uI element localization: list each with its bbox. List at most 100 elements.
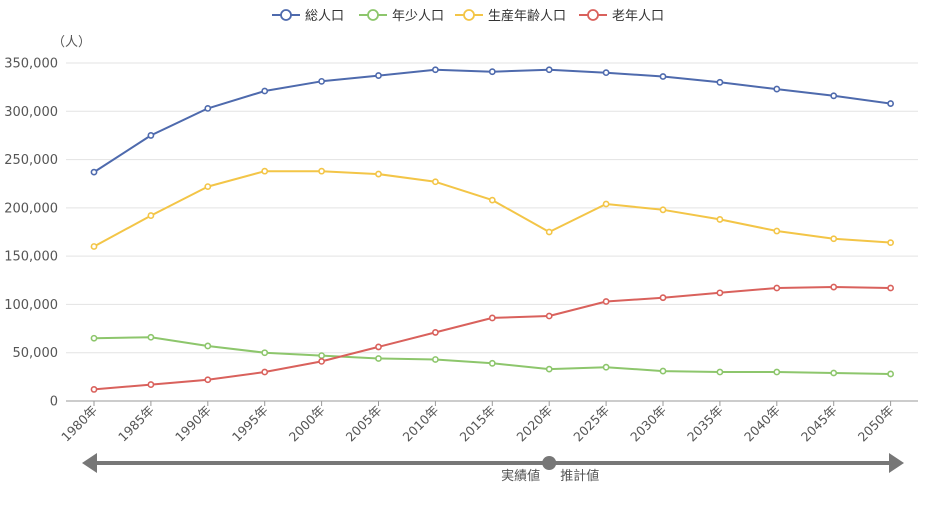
data-point — [602, 298, 610, 305]
data-point — [659, 367, 667, 375]
period-indicator: 実績値 推計値 — [82, 453, 904, 484]
data-point — [147, 212, 155, 219]
y-tick-label: 0 — [50, 395, 58, 410]
data-point — [90, 243, 98, 250]
data-point — [545, 228, 553, 236]
x-tick-label: 1990年 — [172, 403, 214, 445]
data-point — [261, 368, 269, 376]
data-point — [488, 359, 496, 367]
data-point — [716, 78, 724, 86]
legend-swatch-marker — [280, 9, 292, 21]
x-tick-label: 1985年 — [115, 403, 157, 445]
data-point — [375, 170, 382, 178]
period-arrow-right-head — [889, 453, 904, 473]
legend-label: 総人口 — [305, 9, 344, 24]
data-point — [261, 167, 269, 175]
data-point — [716, 216, 724, 223]
series-2 — [90, 333, 894, 378]
data-point — [830, 92, 838, 100]
data-point — [204, 376, 212, 384]
data-point — [830, 369, 838, 377]
x-tick-label: 2020年 — [513, 403, 555, 445]
data-point — [147, 381, 155, 388]
data-point — [318, 167, 325, 175]
data-point — [773, 85, 781, 93]
x-tick-label: 2050年 — [855, 403, 897, 445]
actual-values-label: 実績値 — [501, 468, 540, 484]
x-tick-label: 2010年 — [400, 403, 442, 445]
data-point — [887, 284, 894, 292]
x-tick-label: 1995年 — [229, 403, 271, 445]
data-point — [887, 239, 894, 247]
legend-swatch-marker — [367, 9, 379, 21]
data-point — [488, 68, 496, 76]
x-tick-label: 2000年 — [286, 403, 328, 445]
series-3 — [90, 167, 894, 250]
data-point — [204, 183, 212, 191]
data-point — [773, 227, 781, 235]
data-point — [602, 363, 610, 371]
series-4 — [90, 283, 894, 393]
legend-item: 老年人口 — [579, 9, 664, 24]
legend-item: 年少人口 — [359, 9, 444, 24]
x-tick-label: 2025年 — [570, 403, 612, 445]
x-tick-label: 2040年 — [741, 403, 783, 445]
period-arrow-left-head — [82, 453, 97, 473]
data-point — [147, 333, 155, 341]
gridlines — [66, 62, 918, 354]
legend-label: 年少人口 — [392, 9, 444, 24]
data-point — [887, 370, 894, 378]
data-point — [659, 73, 667, 80]
data-point — [318, 352, 325, 360]
data-point — [204, 104, 212, 112]
x-tick-label: 2005年 — [343, 403, 385, 445]
data-point — [488, 196, 496, 204]
legend-item: 生産年齢人口 — [455, 8, 566, 24]
period-divider-dot — [542, 456, 557, 470]
data-point — [545, 312, 553, 320]
legend-swatch-marker — [587, 9, 599, 21]
legend: 総人口 年少人口 生産年齢人口 老年人口 — [272, 8, 664, 24]
data-point — [90, 168, 98, 176]
x-tick-label: 1980年 — [58, 403, 100, 445]
data-point — [261, 87, 269, 95]
data-point — [602, 200, 610, 208]
data-point — [602, 69, 610, 77]
data-point — [318, 77, 325, 85]
estimated-values-label: 推計値 — [560, 468, 599, 484]
series-group — [90, 66, 894, 393]
data-point — [375, 355, 382, 362]
y-axis: 0 50,000 100,000 150,000 200,000 250,000 300,0… — [4, 57, 58, 410]
y-unit-label: （人） — [52, 35, 91, 50]
data-point — [204, 342, 212, 350]
data-point — [375, 343, 382, 351]
series-1 — [90, 66, 894, 176]
data-point — [375, 72, 382, 79]
legend-label: 生産年齢人口 — [488, 8, 566, 24]
data-point — [887, 100, 894, 107]
data-point — [545, 365, 553, 373]
y-tick-label: 100,000 — [4, 298, 58, 313]
data-point — [147, 132, 155, 139]
data-point — [830, 235, 838, 243]
data-point — [545, 66, 553, 74]
y-tick-label: 300,000 — [4, 105, 58, 120]
series-line — [93, 286, 891, 391]
data-point — [318, 358, 325, 365]
legend-label: 老年人口 — [612, 9, 664, 24]
series-line — [93, 68, 891, 173]
y-tick-label: 150,000 — [4, 250, 58, 265]
x-tick-label: 2035年 — [684, 403, 726, 445]
data-point — [431, 66, 439, 74]
data-point — [90, 334, 98, 342]
data-point — [773, 368, 781, 376]
y-tick-label: 350,000 — [4, 57, 58, 72]
series-line — [93, 336, 891, 375]
data-point — [773, 284, 781, 292]
data-point — [431, 356, 439, 363]
data-point — [488, 314, 496, 322]
data-point — [659, 294, 667, 302]
data-point — [261, 349, 269, 357]
